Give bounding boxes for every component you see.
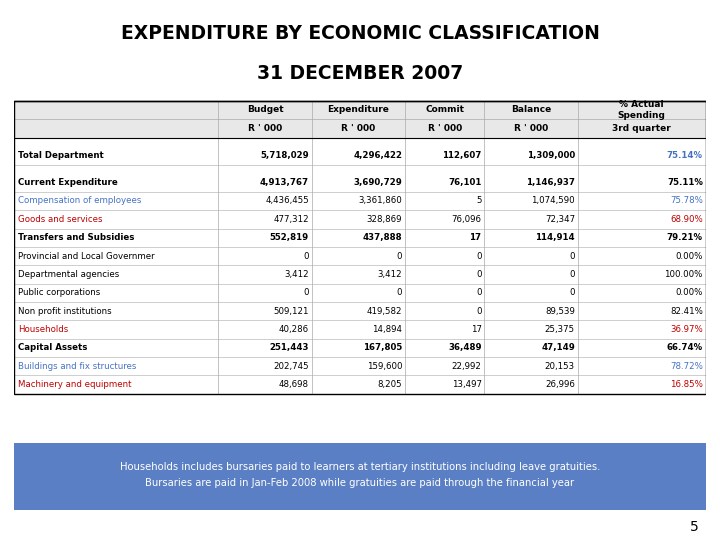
Text: R ' 000: R ' 000 <box>248 124 282 133</box>
Text: 509,121: 509,121 <box>274 307 309 316</box>
Text: 0: 0 <box>570 288 575 298</box>
Text: 8,205: 8,205 <box>377 380 402 389</box>
Text: Expenditure: Expenditure <box>328 105 390 114</box>
Text: Total Department: Total Department <box>18 151 104 160</box>
Text: 72,347: 72,347 <box>545 215 575 224</box>
Text: Capital Assets: Capital Assets <box>18 343 87 353</box>
Text: 16.85%: 16.85% <box>670 380 703 389</box>
Text: 0: 0 <box>303 252 309 261</box>
Text: 159,600: 159,600 <box>366 362 402 371</box>
Text: 75.11%: 75.11% <box>667 178 703 187</box>
Text: 3rd quarter: 3rd quarter <box>612 124 671 133</box>
Text: 167,805: 167,805 <box>363 343 402 353</box>
Text: 552,819: 552,819 <box>270 233 309 242</box>
Text: 0.00%: 0.00% <box>675 252 703 261</box>
Text: 14,894: 14,894 <box>372 325 402 334</box>
Text: 40,286: 40,286 <box>279 325 309 334</box>
Text: 4,436,455: 4,436,455 <box>265 197 309 205</box>
Text: 0: 0 <box>570 252 575 261</box>
Text: 0: 0 <box>397 252 402 261</box>
Text: 5: 5 <box>476 197 482 205</box>
Text: 477,312: 477,312 <box>273 215 309 224</box>
Text: Departmental agencies: Departmental agencies <box>18 270 119 279</box>
Text: 3,361,860: 3,361,860 <box>359 197 402 205</box>
Text: 112,607: 112,607 <box>442 151 482 160</box>
Text: 328,869: 328,869 <box>366 215 402 224</box>
Text: 419,582: 419,582 <box>366 307 402 316</box>
Text: Balance: Balance <box>511 105 552 114</box>
Text: 5,718,029: 5,718,029 <box>260 151 309 160</box>
Text: 47,149: 47,149 <box>541 343 575 353</box>
Text: Compensation of employees: Compensation of employees <box>18 197 141 205</box>
Text: Transfers and Subsidies: Transfers and Subsidies <box>18 233 134 242</box>
Text: Public corporations: Public corporations <box>18 288 100 298</box>
Text: 68.90%: 68.90% <box>670 215 703 224</box>
Text: Provincial and Local Governmer: Provincial and Local Governmer <box>18 252 155 261</box>
Bar <box>14 100 706 138</box>
Text: Machinery and equipment: Machinery and equipment <box>18 380 131 389</box>
Text: 17: 17 <box>469 233 482 242</box>
Text: 75.78%: 75.78% <box>670 197 703 205</box>
Text: 0: 0 <box>476 252 482 261</box>
Text: Buildings and fix structures: Buildings and fix structures <box>18 362 136 371</box>
Text: 437,888: 437,888 <box>363 233 402 242</box>
Text: 26,996: 26,996 <box>545 380 575 389</box>
Text: 0.00%: 0.00% <box>675 288 703 298</box>
Text: 1,309,000: 1,309,000 <box>527 151 575 160</box>
Text: Current Expenditure: Current Expenditure <box>18 178 117 187</box>
Text: R ' 000: R ' 000 <box>428 124 462 133</box>
Text: 202,745: 202,745 <box>273 362 309 371</box>
Text: 76,096: 76,096 <box>451 215 482 224</box>
Text: 22,992: 22,992 <box>451 362 482 371</box>
Text: 0: 0 <box>476 307 482 316</box>
Text: 0: 0 <box>476 270 482 279</box>
Text: Non profit institutions: Non profit institutions <box>18 307 112 316</box>
Text: 0: 0 <box>476 288 482 298</box>
Text: 78.72%: 78.72% <box>670 362 703 371</box>
Text: Households: Households <box>18 325 68 334</box>
Bar <box>14 100 706 394</box>
Text: 82.41%: 82.41% <box>670 307 703 316</box>
Text: 17: 17 <box>471 325 482 334</box>
Text: EXPENDITURE BY ECONOMIC CLASSIFICATION: EXPENDITURE BY ECONOMIC CLASSIFICATION <box>120 24 600 43</box>
Text: 48,698: 48,698 <box>279 380 309 389</box>
Text: Goods and services: Goods and services <box>18 215 102 224</box>
Text: 0: 0 <box>397 288 402 298</box>
Text: 76,101: 76,101 <box>449 178 482 187</box>
Text: 36,489: 36,489 <box>448 343 482 353</box>
Text: 79.21%: 79.21% <box>667 233 703 242</box>
Text: 3,412: 3,412 <box>377 270 402 279</box>
Text: Households includes bursaries paid to learners at tertiary institutions includin: Households includes bursaries paid to le… <box>120 462 600 488</box>
Text: R ' 000: R ' 000 <box>514 124 548 133</box>
Text: 1,074,590: 1,074,590 <box>531 197 575 205</box>
Text: R ' 000: R ' 000 <box>341 124 375 133</box>
Text: 36.97%: 36.97% <box>670 325 703 334</box>
Text: 20,153: 20,153 <box>545 362 575 371</box>
Text: 13,497: 13,497 <box>451 380 482 389</box>
Text: 1,146,937: 1,146,937 <box>526 178 575 187</box>
Text: 3,412: 3,412 <box>284 270 309 279</box>
Text: 4,296,422: 4,296,422 <box>354 151 402 160</box>
Text: 5: 5 <box>690 519 698 534</box>
Text: 25,375: 25,375 <box>545 325 575 334</box>
Text: 4,913,767: 4,913,767 <box>260 178 309 187</box>
Text: 75.14%: 75.14% <box>667 151 703 160</box>
Text: 0: 0 <box>570 270 575 279</box>
Text: % Actual
Spending: % Actual Spending <box>618 100 665 120</box>
Text: 251,443: 251,443 <box>269 343 309 353</box>
Text: Budget: Budget <box>247 105 283 114</box>
Text: Commit: Commit <box>426 105 464 114</box>
Text: 66.74%: 66.74% <box>667 343 703 353</box>
Text: 89,539: 89,539 <box>545 307 575 316</box>
Text: 3,690,729: 3,690,729 <box>354 178 402 187</box>
Text: 31 DECEMBER 2007: 31 DECEMBER 2007 <box>257 64 463 84</box>
Text: 114,914: 114,914 <box>536 233 575 242</box>
Text: 0: 0 <box>303 288 309 298</box>
Text: 100.00%: 100.00% <box>665 270 703 279</box>
